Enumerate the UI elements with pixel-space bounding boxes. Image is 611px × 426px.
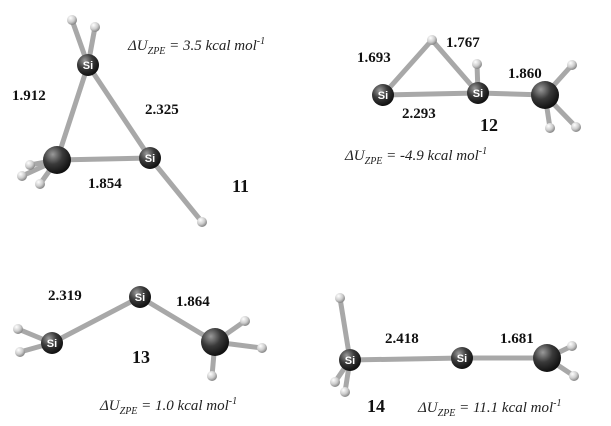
energy-value: = 3.5 kcal mol [165,38,256,54]
energy-subscript: ZPE [365,156,383,167]
atom-label: Si [47,338,57,350]
energy-superscript: -1 [257,36,265,47]
energy-superscript: -1 [479,146,487,157]
atom-label: Si [378,90,388,102]
energy-symbol: ΔU [99,398,121,414]
bond-length: 1.767 [446,35,480,51]
energy-label: ΔUZPE = 3.5 kcal mol-1 [127,36,265,57]
energy-subscript: ZPE [120,406,138,417]
atom-label: Si [473,88,483,100]
hydrogen-atom [567,60,577,70]
hydrogen-atom [257,343,267,353]
hydrogen-atom [545,123,555,133]
atom-label: Si [457,353,467,365]
hydrogen-atom [472,59,482,69]
energy-value: = 11.1 kcal mol [455,400,553,416]
energy-subscript: ZPE [148,46,166,57]
hydrogen-atom [17,171,27,181]
bond-length: 2.319 [48,288,82,304]
figure: Si Si Si Si Si Si Si Si 1.912 2.325 1.854 11 ΔUZPE … [0,0,611,426]
hydrogen-atom [35,179,45,189]
hydrogen-atom [335,293,345,303]
hydrogen-atom [427,35,437,45]
bond-length: 1.693 [357,50,391,66]
carbon-atom [531,81,559,109]
bond [350,358,462,360]
structure-number: 13 [132,347,150,367]
atom-label: Si [135,292,145,304]
energy-symbol: ΔU [127,38,149,54]
hydrogen-atom [330,377,340,387]
molecules: Si Si Si Si Si Si Si Si [13,15,581,397]
bond-length: 2.418 [385,331,419,347]
carbon-atom [43,146,71,174]
hydrogen-atom [15,347,25,357]
hydrogen-atom [571,122,581,132]
bond [150,158,202,222]
structure-number: 12 [480,115,498,135]
bond-length: 1.864 [176,294,210,310]
structure-number: 14 [367,396,385,416]
energy-subscript: ZPE [438,408,456,419]
energy-symbol: ΔU [417,400,439,416]
structure-number: 11 [232,176,249,196]
bond-length: 2.293 [402,106,436,122]
bond-length: 1.854 [88,176,122,192]
energy-superscript: -1 [553,398,561,409]
bond-length: 1.860 [508,66,542,82]
atom-label: Si [345,355,355,367]
carbon-atom [201,328,229,356]
hydrogen-atom [567,341,577,351]
atom-label: Si [83,60,93,72]
energy-label: ΔUZPE = 11.1 kcal mol-1 [417,398,562,419]
hydrogen-atom [90,22,100,32]
bond [88,65,150,158]
bond [383,40,432,95]
energy-superscript: -1 [229,396,237,407]
bond-length: 1.681 [500,331,534,347]
hydrogen-atom [197,217,207,227]
energy-value: = 1.0 kcal mol [137,398,228,414]
bond [383,93,478,95]
bond [57,65,88,160]
hydrogen-atom [569,371,579,381]
energy-label: ΔUZPE = 1.0 kcal mol-1 [99,396,237,417]
bond-length: 1.912 [12,88,46,104]
hydrogen-atom [240,316,250,326]
hydrogen-atom [207,371,217,381]
carbon-atom [533,344,561,372]
energy-label: ΔUZPE = -4.9 kcal mol-1 [344,146,487,167]
atom-label: Si [145,153,155,165]
hydrogen-atom [25,160,35,170]
hydrogen-atom [13,324,23,334]
bond-length: 2.325 [145,102,179,118]
energy-value: = -4.9 kcal mol [382,148,478,164]
energy-symbol: ΔU [344,148,366,164]
hydrogen-atom [67,15,77,25]
hydrogen-atom [340,387,350,397]
